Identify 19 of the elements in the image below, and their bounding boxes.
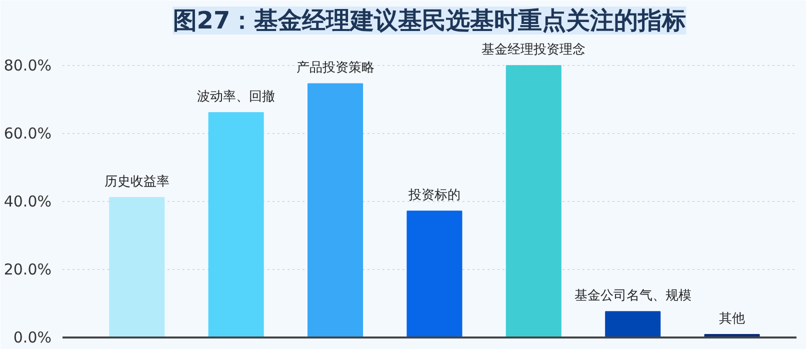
x-tick-label: 其他: [719, 311, 746, 326]
bar: [307, 83, 364, 338]
x-tick-label: 基金公司名气、规模: [574, 288, 692, 304]
bar: [506, 65, 562, 338]
bar: [605, 311, 661, 338]
bar: [406, 210, 462, 338]
y-tick-label: 20.0%: [4, 260, 52, 279]
x-tick-label: 历史收益率: [104, 174, 170, 190]
x-tick-label: 投资标的: [407, 188, 460, 204]
y-tick-label: 0.0%: [13, 328, 52, 346]
x-tick-label: 基金经理投资理念: [482, 42, 586, 58]
y-tick-label: 40.0%: [4, 192, 52, 211]
chart-title: 图27：基金经理建议基民选基时重点关注的指标: [172, 6, 686, 34]
bar: [208, 112, 264, 338]
x-tick-label: 产品投资策略: [296, 60, 374, 76]
bar: [109, 197, 165, 338]
y-tick-label: 80.0%: [4, 56, 52, 75]
x-tick-label: 波动率、回撤: [197, 88, 276, 105]
y-tick-label: 60.0%: [4, 124, 52, 143]
